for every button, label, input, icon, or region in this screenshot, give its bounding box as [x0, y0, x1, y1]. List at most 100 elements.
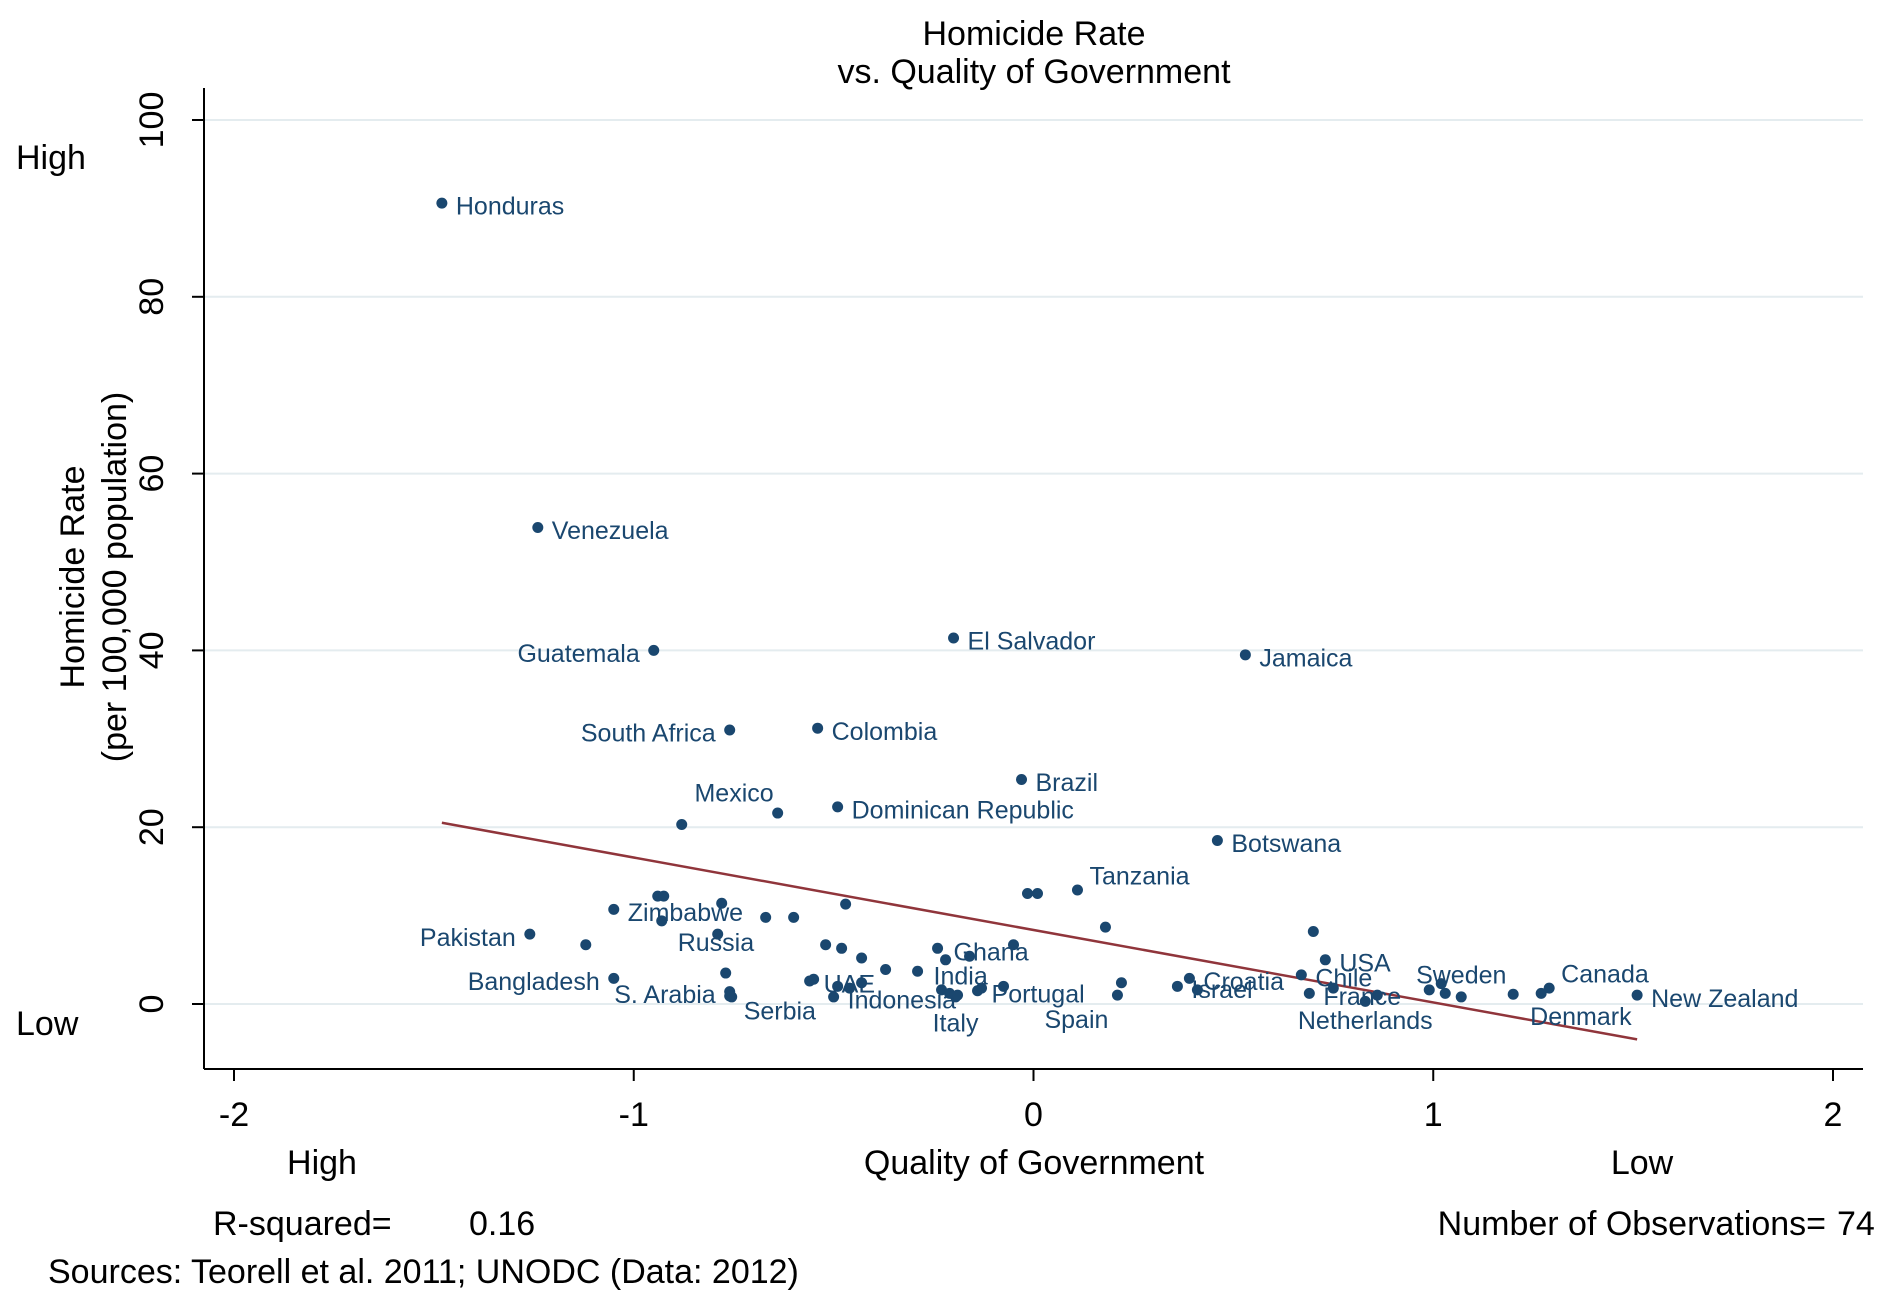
point — [1303, 987, 1315, 999]
x-tick-label: 0 — [1024, 1096, 1043, 1134]
point — [1171, 980, 1183, 992]
point — [912, 965, 924, 977]
point — [836, 942, 848, 954]
r-squared-label: R-squared= — [213, 1205, 392, 1243]
y-tick-label: 40 — [133, 631, 171, 669]
point — [1211, 834, 1223, 846]
point — [1359, 995, 1371, 1007]
point — [1099, 921, 1111, 933]
point — [1295, 969, 1307, 981]
point-label: New Zealand — [1651, 985, 1798, 1013]
point — [1191, 984, 1203, 996]
point — [760, 911, 772, 923]
point — [724, 990, 736, 1002]
point — [712, 928, 724, 940]
point — [812, 722, 824, 734]
point-label: Sweden — [1416, 961, 1506, 989]
point — [658, 890, 670, 902]
point — [948, 632, 960, 644]
y-tick-label: 60 — [133, 455, 171, 493]
point — [856, 977, 868, 989]
point — [832, 980, 844, 992]
point — [1022, 888, 1034, 899]
point — [1239, 649, 1251, 661]
source: Sources: Teorell et al. 2011; UNODC (Dat… — [48, 1253, 799, 1291]
point — [720, 967, 732, 979]
fit-line — [441, 821, 1638, 1041]
point — [1111, 989, 1123, 1001]
y-axis-title: (per 100,000 population) — [96, 392, 134, 763]
point-label: El Salvador — [968, 628, 1096, 656]
point-label: Canada — [1561, 961, 1649, 989]
y-annotation: High — [16, 139, 86, 177]
point — [1507, 988, 1519, 1000]
r-squared: 0.16 — [469, 1205, 535, 1243]
point — [580, 939, 592, 951]
point — [1631, 989, 1643, 1001]
y-tick-label: 20 — [133, 808, 171, 846]
point-label: S. Arabia — [614, 981, 716, 1009]
point — [716, 897, 728, 909]
point-label: Spain — [1044, 1006, 1108, 1034]
x-tick-label: 1 — [1424, 1096, 1443, 1134]
point-label: Jamaica — [1259, 644, 1352, 672]
point — [820, 939, 832, 951]
point-label: Croatia — [1203, 968, 1284, 996]
point — [952, 989, 964, 1001]
point-label: Botswana — [1231, 830, 1341, 858]
point — [1319, 954, 1331, 966]
point — [832, 801, 844, 813]
point — [1307, 926, 1319, 938]
x-tick-label: -1 — [619, 1096, 649, 1134]
point — [1455, 991, 1467, 1003]
point-label: Denmark — [1530, 1003, 1632, 1031]
point-label: Venezuela — [552, 517, 669, 545]
point — [808, 973, 820, 985]
point — [856, 952, 868, 964]
point — [648, 644, 660, 656]
point — [1071, 884, 1083, 896]
point — [1016, 773, 1028, 785]
y-axis-title: Homicide Rate — [54, 466, 92, 689]
point-label: Tanzania — [1089, 863, 1189, 891]
point — [840, 898, 852, 910]
x-axis-title: Quality of Government — [864, 1144, 1205, 1182]
point — [656, 915, 668, 927]
point-label: Serbia — [744, 998, 816, 1026]
n-label: Number of Observations= — [1438, 1205, 1826, 1243]
point-label: Italy — [933, 1010, 979, 1038]
point-label: USA — [1339, 949, 1391, 977]
point-label: Pakistan — [420, 924, 516, 952]
y-annotation: Low — [16, 1005, 79, 1043]
point — [964, 950, 976, 962]
point — [880, 964, 892, 976]
point — [1008, 939, 1020, 951]
point — [1183, 972, 1195, 984]
chart-title: vs. Quality of Government — [837, 53, 1231, 91]
point — [788, 911, 800, 923]
point — [524, 928, 536, 940]
point — [1115, 977, 1127, 989]
point — [608, 903, 620, 915]
point — [772, 807, 784, 819]
y-tick-label: 80 — [133, 278, 171, 316]
point-label: Colombia — [832, 718, 938, 746]
point — [932, 942, 944, 954]
point — [976, 982, 988, 994]
point-label: Russia — [678, 929, 755, 957]
point — [1031, 888, 1043, 899]
x-annotation: High — [287, 1144, 357, 1182]
point — [1435, 978, 1447, 990]
n-observations: 74 — [1837, 1205, 1875, 1243]
point — [1535, 987, 1547, 999]
point — [1439, 987, 1451, 999]
point-label: Dominican Republic — [852, 796, 1074, 824]
point-label: Chile — [1315, 964, 1372, 992]
point — [724, 724, 736, 736]
point — [1371, 989, 1383, 1001]
point — [1327, 982, 1339, 994]
point — [532, 522, 544, 534]
y-tick-label: 100 — [133, 92, 171, 149]
point-label: Brazil — [1036, 769, 1099, 797]
